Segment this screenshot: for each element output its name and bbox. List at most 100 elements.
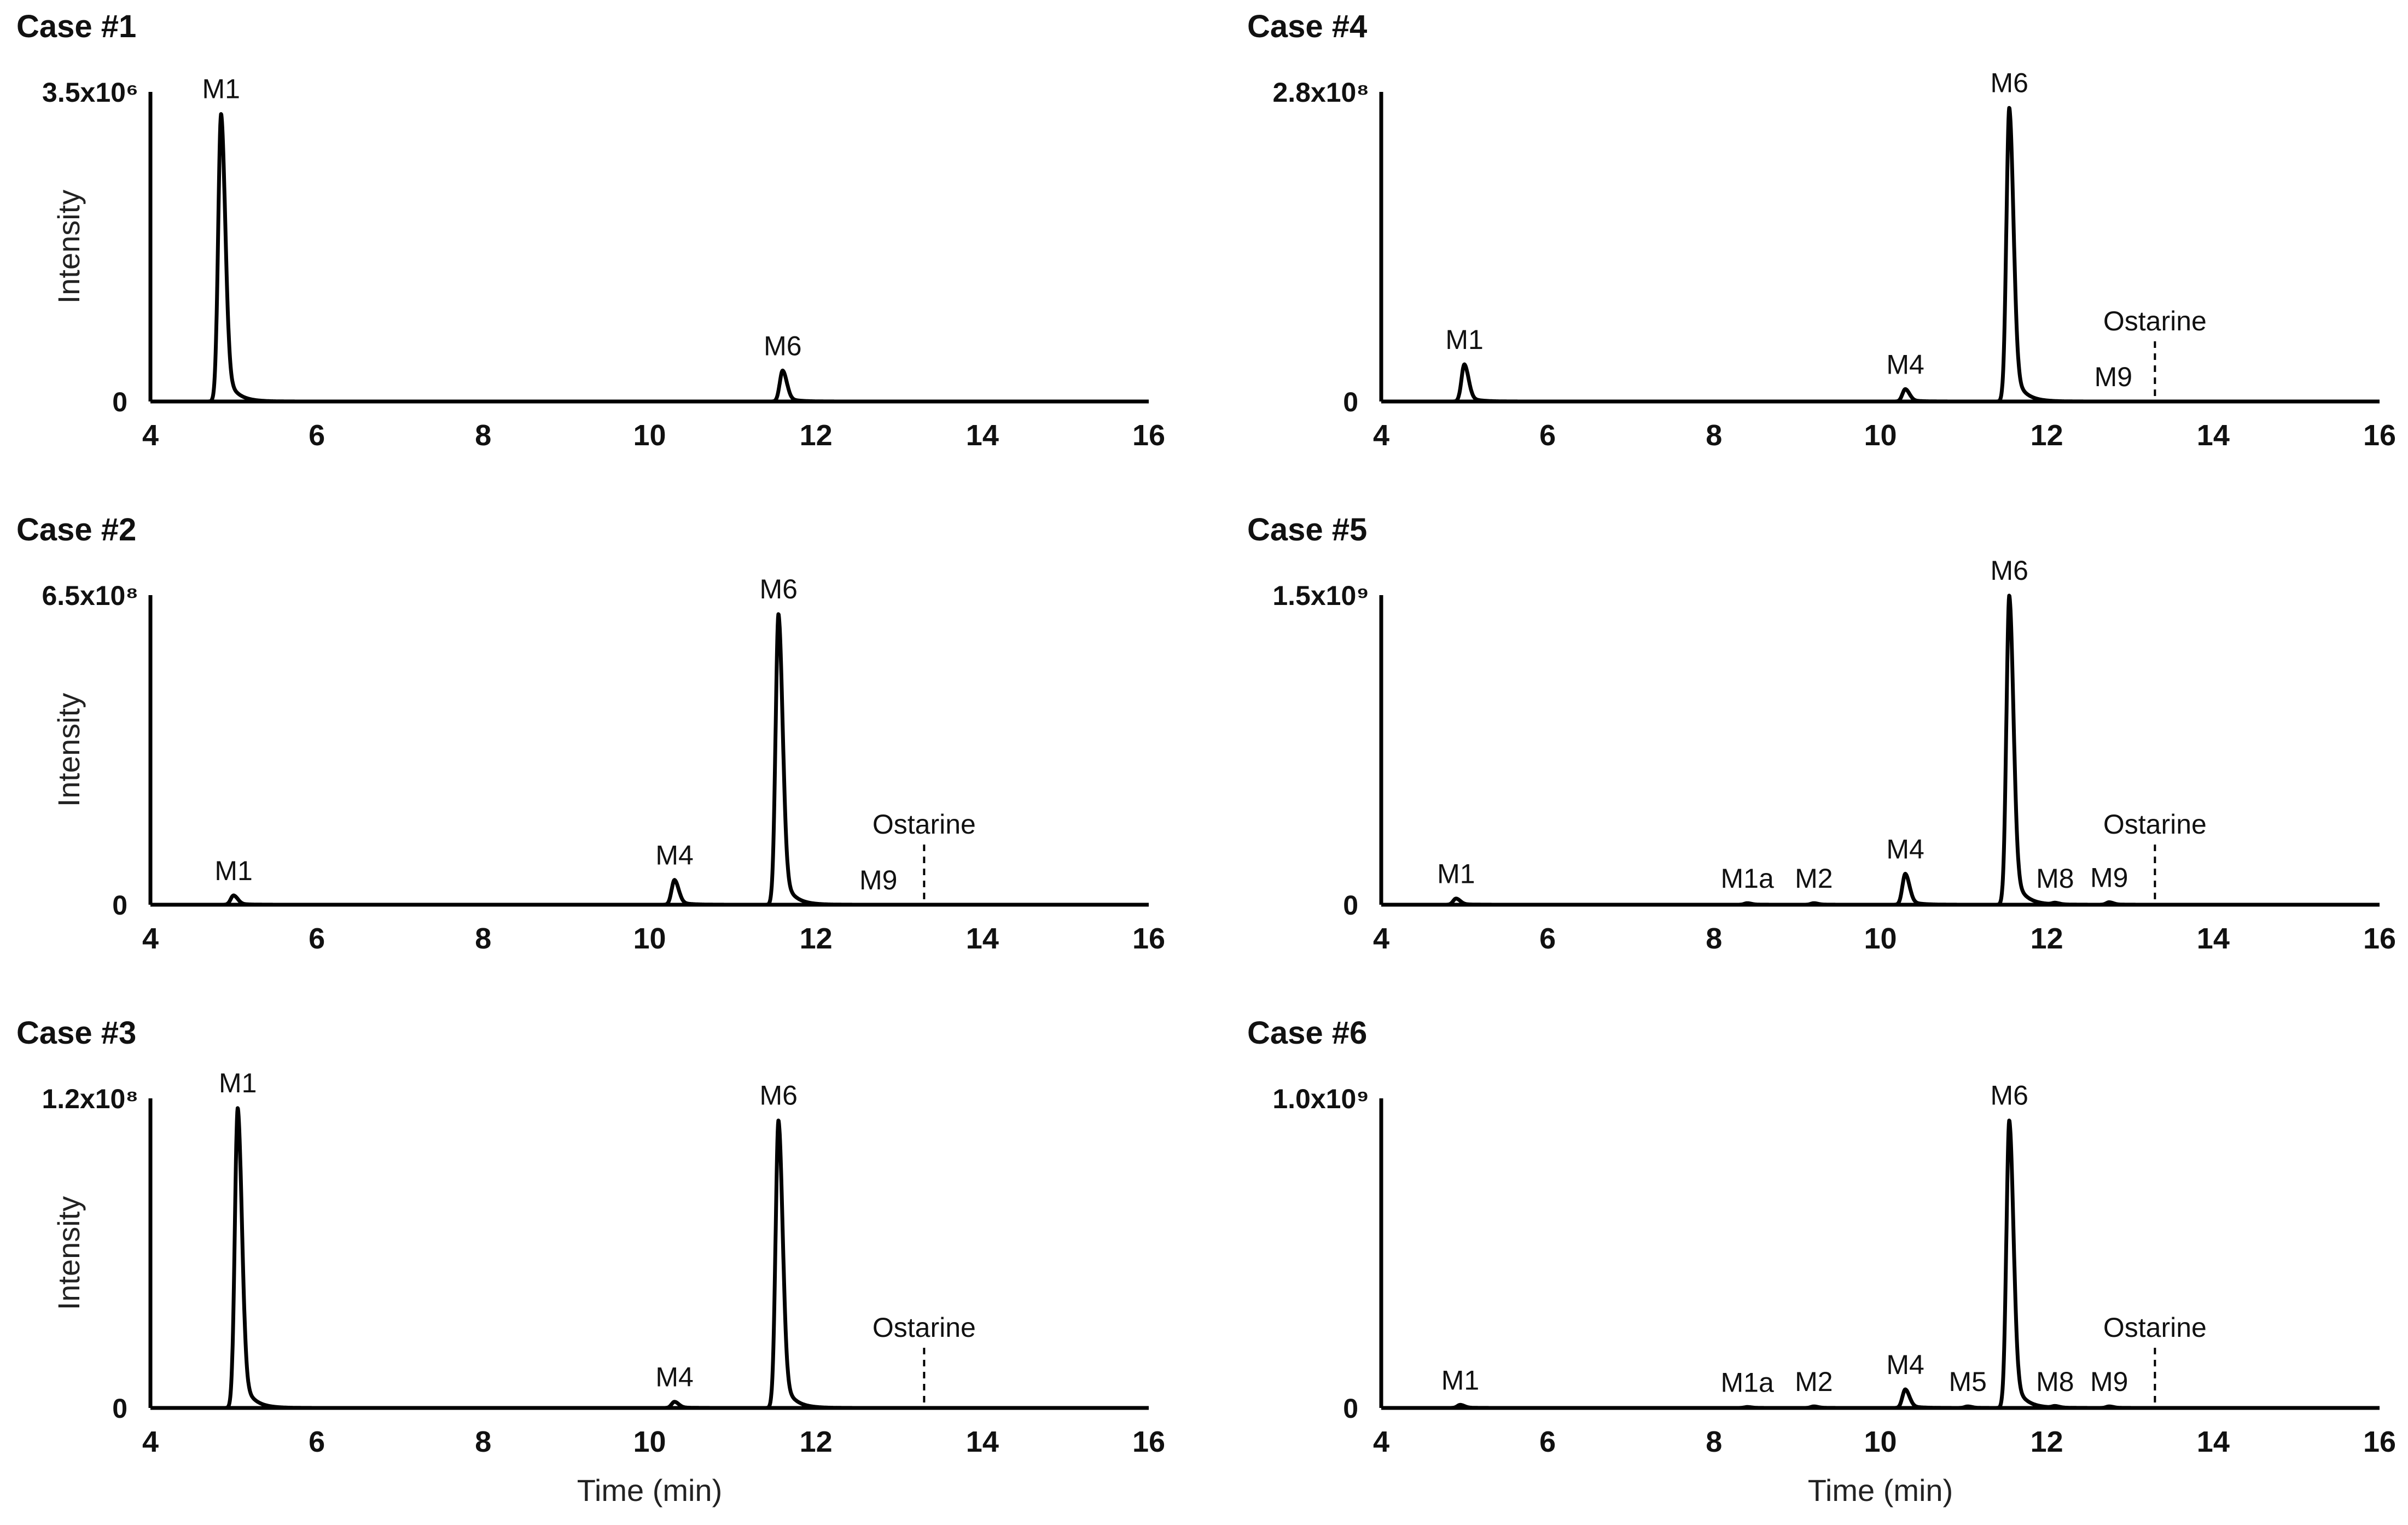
peak-label-m2: M2: [1795, 863, 1833, 894]
x-tick-label: 14: [966, 1425, 999, 1458]
peak-label-m6: M6: [764, 330, 801, 361]
x-tick-label: 16: [1132, 1425, 1165, 1458]
x-tick-label: 8: [475, 922, 491, 955]
x-tick-label: 12: [800, 922, 833, 955]
x-tick-label: 10: [1864, 922, 1897, 955]
peak-label-m4: M4: [655, 1362, 693, 1393]
x-tick-label: 4: [1373, 922, 1389, 955]
x-tick-label: 12: [800, 419, 833, 452]
y-zero-label: 0: [112, 387, 127, 417]
peak-label-m5: M5: [1948, 1366, 1986, 1397]
ostarine-label: Ostarine: [2103, 1312, 2207, 1343]
chart-panel-4: Case #5 1.5x10⁹ 04 6 8 10 12 14 16 M1 M1a M2 M4 M6 M8 M…: [1247, 512, 2396, 955]
peak-label-m1: M1: [1445, 324, 1483, 355]
y-zero-label: 0: [1343, 1393, 1358, 1424]
x-tick-label: 8: [1706, 419, 1722, 452]
peak-label-m4: M4: [655, 840, 693, 871]
chart-panel-1: Case #1 3.5x10⁶ 0 Intensity 4 6 8 10 12 14 16 M1 M6: [16, 9, 1165, 452]
x-tick-label: 4: [1373, 1425, 1389, 1458]
peak-label-m4: M4: [1886, 349, 1924, 380]
x-tick-label: 4: [1373, 419, 1389, 452]
x-tick-label: 6: [309, 1425, 325, 1458]
case-title: Case #3: [16, 1015, 136, 1051]
y-max-label: 1.2x10⁸: [42, 1084, 138, 1114]
case-title: Case #5: [1247, 512, 1367, 548]
x-tick-label: 6: [1539, 419, 1556, 452]
peak-label-m1: M1: [1441, 1365, 1479, 1395]
chart-panel-2: Case #4 2.8x10⁸ 04 6 8 10 12 14 16 M1 M4 M6 M9 Ostari…: [1247, 9, 2396, 452]
x-tick-label: 14: [2197, 419, 2230, 452]
x-tick-label: 6: [1539, 922, 1556, 955]
peak-label-m9: M9: [859, 865, 897, 895]
peak-label-m9: M9: [2090, 1366, 2128, 1397]
x-tick-label: 12: [2031, 1425, 2063, 1458]
y-zero-label: 0: [1343, 890, 1358, 921]
x-tick-label: 10: [633, 1425, 666, 1458]
y-zero-label: 0: [112, 1393, 127, 1424]
peak-label-m1a: M1a: [1721, 863, 1774, 894]
chromatogram-trace: [149, 1106, 1150, 1410]
x-tick-label: 6: [309, 922, 325, 955]
y-max-label: 6.5x10⁸: [42, 580, 138, 611]
x-tick-label: 10: [1864, 1425, 1897, 1458]
x-tick-label: 16: [1132, 922, 1165, 955]
peak-label-m1a: M1a: [1721, 1367, 1774, 1398]
peak-label-m6: M6: [1990, 1080, 2028, 1111]
x-tick-label: 16: [2363, 922, 2396, 955]
y-axis-label: Intensity: [51, 693, 86, 807]
peak-label-m4: M4: [1886, 834, 1924, 864]
peak-label-m8: M8: [2036, 1366, 2074, 1397]
x-tick-label: 12: [2031, 922, 2063, 955]
x-tick-label: 10: [633, 922, 666, 955]
x-tick-label: 16: [1132, 419, 1165, 452]
peak-label-m1: M1: [202, 74, 240, 104]
x-tick-label: 14: [2197, 1425, 2230, 1458]
chart-panel-6: Case #6 1.0x10⁹ 04 6 8 10 12 14 16 Time (min) M1 M1…: [1247, 1015, 2396, 1507]
y-max-label: 1.0x10⁹: [1272, 1084, 1369, 1114]
case-title: Case #6: [1247, 1015, 1367, 1051]
x-axis-label: Time (min): [1808, 1473, 1953, 1507]
peak-label-m6: M6: [759, 574, 797, 604]
x-tick-label: 4: [142, 419, 159, 452]
x-tick-label: 16: [2363, 1425, 2396, 1458]
y-zero-label: 0: [1343, 387, 1358, 417]
case-title: Case #1: [16, 9, 136, 44]
x-tick-label: 14: [966, 419, 999, 452]
ostarine-label: Ostarine: [2103, 809, 2207, 840]
peak-label-m1: M1: [1437, 859, 1475, 889]
chromatogram-trace: [149, 612, 1150, 907]
x-tick-label: 10: [633, 419, 666, 452]
peak-label-m4: M4: [1886, 1349, 1924, 1380]
x-tick-label: 14: [966, 922, 999, 955]
ostarine-label: Ostarine: [873, 809, 976, 840]
x-axis-label: Time (min): [577, 1473, 722, 1507]
y-axis-label: Intensity: [51, 1196, 86, 1311]
chromatogram-trace: [149, 112, 1150, 404]
y-max-label: 3.5x10⁶: [42, 77, 138, 108]
x-tick-label: 8: [1706, 1425, 1722, 1458]
peak-label-m2: M2: [1795, 1366, 1833, 1397]
x-tick-label: 8: [1706, 922, 1722, 955]
peak-label-m8: M8: [2036, 863, 2074, 894]
peak-label-m9: M9: [2095, 362, 2132, 392]
peak-label-m6: M6: [759, 1080, 797, 1111]
x-tick-label: 12: [800, 1425, 833, 1458]
x-tick-label: 4: [142, 1425, 159, 1458]
peak-label-m1: M1: [219, 1068, 257, 1098]
case-title: Case #2: [16, 512, 136, 548]
x-tick-label: 8: [475, 419, 491, 452]
chart-panel-5: Case #3 1.2x10⁸ 0 Intensity 4 6 8 10 12 14 16 Time …: [16, 1015, 1165, 1507]
x-tick-label: 16: [2363, 419, 2396, 452]
peak-label-m6: M6: [1990, 67, 2028, 98]
y-zero-label: 0: [112, 890, 127, 921]
x-tick-label: 8: [475, 1425, 491, 1458]
x-tick-label: 12: [2031, 419, 2063, 452]
x-tick-label: 4: [142, 922, 159, 955]
x-tick-label: 6: [1539, 1425, 1556, 1458]
y-max-label: 1.5x10⁹: [1272, 580, 1369, 611]
peak-label-m1: M1: [214, 855, 252, 886]
x-tick-label: 10: [1864, 419, 1897, 452]
chromatogram-trace: [1380, 106, 2381, 404]
y-max-label: 2.8x10⁸: [1272, 77, 1369, 108]
